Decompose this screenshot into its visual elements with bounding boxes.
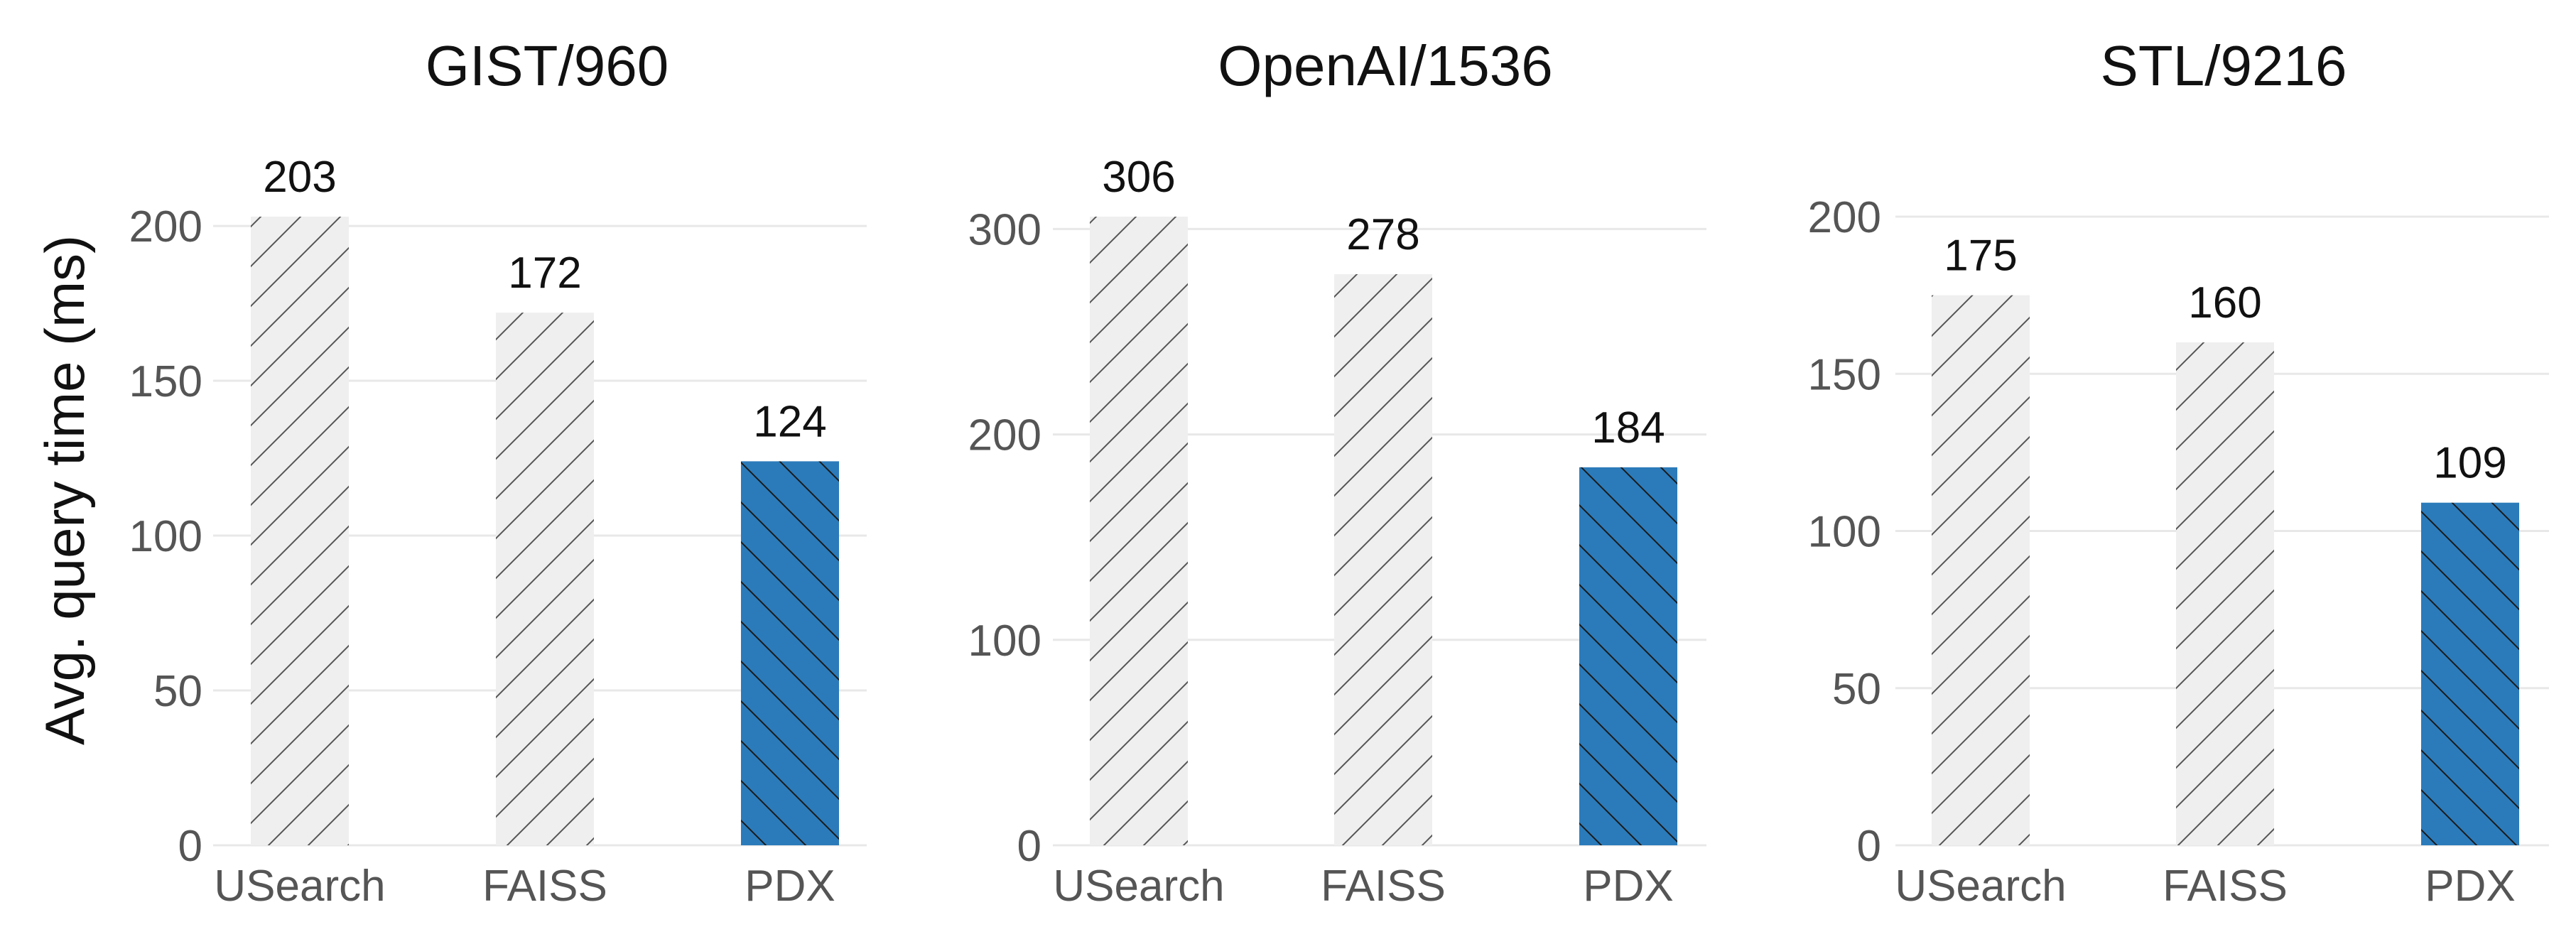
x-category-label: PDX: [1583, 862, 1673, 911]
bar-value-label: 175: [1944, 232, 2017, 281]
y-tick-label: 0: [178, 822, 202, 871]
bar-value-label: 172: [508, 249, 581, 298]
bar-value-label: 160: [2188, 278, 2261, 327]
bar-value-label: 184: [1591, 403, 1665, 452]
bar-pdx: [1579, 467, 1677, 845]
bar-pdx: [741, 461, 839, 845]
y-tick-label: 0: [1857, 822, 1881, 871]
x-category-label: PDX: [2425, 862, 2515, 911]
bar-usearch: [251, 217, 349, 845]
x-category-label: FAISS: [2163, 862, 2288, 911]
x-category-label: FAISS: [482, 862, 607, 911]
bar-faiss: [2176, 342, 2274, 845]
y-tick-label: 0: [1017, 822, 1041, 871]
bar-usearch: [1090, 217, 1188, 845]
bar-value-label: 203: [263, 153, 336, 202]
y-tick-label: 100: [129, 512, 202, 561]
y-tick-label: 100: [968, 617, 1041, 666]
bar-pdx: [2421, 502, 2519, 845]
bar-faiss: [496, 313, 594, 845]
bar-value-label: 109: [2433, 439, 2506, 488]
x-category-label: USearch: [1053, 862, 1224, 911]
panel-title: GIST/960: [426, 34, 669, 97]
y-tick-label: 50: [153, 667, 202, 716]
y-tick-label: 200: [129, 202, 202, 251]
bar-value-label: 124: [753, 397, 826, 446]
chart-panel-2: 0 100 200 300 OpenAI/1536 306 USearch 278 FAISS 1…: [968, 34, 1706, 911]
y-tick-label: 50: [1832, 665, 1881, 714]
x-category-label: PDX: [745, 862, 835, 911]
y-axis-title: Avg. query time (ms): [33, 235, 96, 745]
y-tick-label: 200: [1808, 193, 1881, 242]
y-tick-label: 150: [1808, 350, 1881, 399]
y-tick-label: 100: [1808, 508, 1881, 557]
panel-title: STL/9216: [2101, 34, 2347, 97]
x-category-label: USearch: [214, 862, 385, 911]
chart-panels: 0 50 100 150 200 GIST/960 203 USearch 172 FAISS 12…: [129, 34, 2549, 911]
chart-panel-3: 0 50 100 150 200 STL/9216 175 USearch 160 FAISS 10…: [1808, 34, 2549, 911]
y-tick-label: 300: [968, 205, 1041, 254]
bar-usearch: [1932, 295, 2030, 845]
y-tick-label: 200: [968, 411, 1041, 460]
x-category-label: USearch: [1895, 862, 2066, 911]
x-category-label: FAISS: [1321, 862, 1446, 911]
bar-faiss: [1334, 273, 1432, 846]
chart-panel-1: 0 50 100 150 200 GIST/960 203 USearch 172 FAISS 12…: [129, 34, 867, 911]
bar-value-label: 306: [1102, 153, 1175, 202]
y-tick-label: 150: [129, 357, 202, 406]
panel-title: OpenAI/1536: [1218, 34, 1552, 97]
bar-value-label: 278: [1346, 210, 1419, 259]
